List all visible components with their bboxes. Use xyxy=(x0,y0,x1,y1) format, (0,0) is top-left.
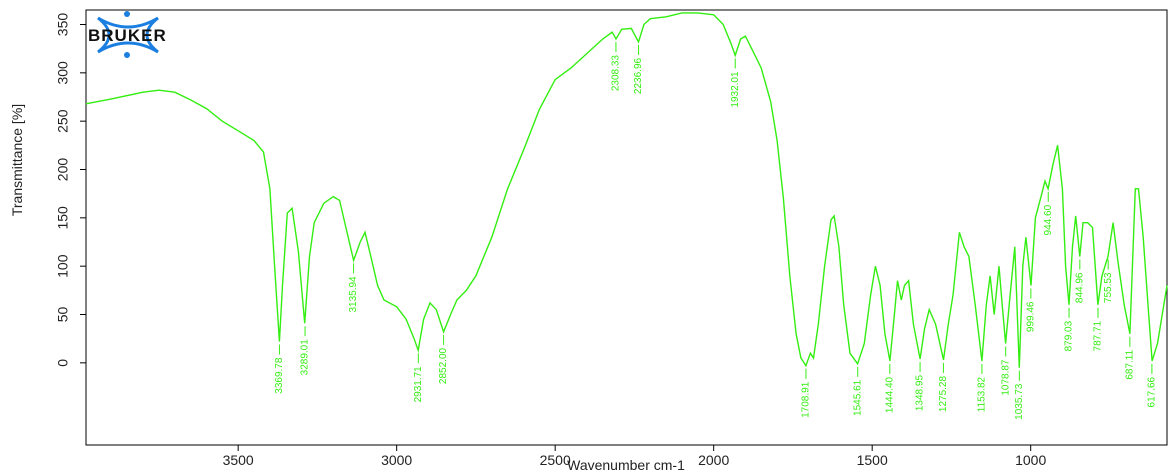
plot-frame xyxy=(85,9,1168,446)
bruker-logo-icon xyxy=(97,11,159,58)
peak-annotations: 3369.78 3289.01 3135.94 2931.71 2852.00 2308.… xyxy=(274,42,1158,420)
peak-annotation: 999.46 xyxy=(1025,288,1036,332)
peak-label: 844.96 xyxy=(1074,272,1085,303)
peak-annotation: 1348.95 xyxy=(915,361,926,412)
peak-label: 787.71 xyxy=(1093,320,1104,351)
peak-label: 755.53 xyxy=(1103,272,1114,303)
peak-label: 1932.01 xyxy=(730,71,741,108)
y-tick-label: 250 xyxy=(55,109,71,133)
peak-annotation: 755.53 xyxy=(1103,259,1114,303)
peak-annotation: 617.66 xyxy=(1147,363,1158,407)
peak-label: 3135.94 xyxy=(348,276,359,313)
peak-annotation: 1708.91 xyxy=(801,368,812,418)
peak-annotation: 2308.33 xyxy=(611,42,622,91)
peak-annotation: 1078.87 xyxy=(1000,346,1011,396)
peak-label: 1275.28 xyxy=(938,376,949,413)
peak-label: 2308.33 xyxy=(611,55,622,92)
peak-annotation: 1932.01 xyxy=(730,58,741,108)
x-tick-label: 1500 xyxy=(857,452,888,468)
y-tick-label: 300 xyxy=(55,61,71,85)
spectrum-line xyxy=(85,12,1168,368)
peak-annotation: 687.11 xyxy=(1125,336,1136,380)
peak-label: 1153.82 xyxy=(977,376,988,412)
peak-label: 1708.91 xyxy=(801,381,812,418)
bruker-logo-text: BRUKER xyxy=(88,26,167,45)
peak-annotation: 1035.73 xyxy=(1014,370,1025,420)
x-axis: 3500 3000 2500 2000 1500 1000 xyxy=(223,445,1046,468)
peak-label: 999.46 xyxy=(1025,301,1036,332)
x-tick-label: 2500 xyxy=(540,452,571,468)
y-axis: 0 50 100 150 200 250 300 350 xyxy=(55,13,86,367)
peak-label: 944.60 xyxy=(1043,204,1054,235)
peak-label: 3289.01 xyxy=(300,339,311,376)
peak-label: 2236.96 xyxy=(633,57,644,94)
x-tick-label: 3500 xyxy=(223,452,254,468)
y-tick-label: 150 xyxy=(55,206,71,230)
peak-annotation: 2852.00 xyxy=(438,334,449,384)
peak-annotation: 2236.96 xyxy=(633,44,644,94)
x-tick-label: 1000 xyxy=(1015,452,1046,468)
x-tick-label: 2000 xyxy=(698,452,729,468)
peak-label: 1348.95 xyxy=(915,375,926,412)
peak-label: 1035.73 xyxy=(1014,383,1025,420)
peak-annotation: 844.96 xyxy=(1074,259,1085,303)
peak-annotation: 879.03 xyxy=(1064,307,1075,351)
y-tick-label: 100 xyxy=(55,254,71,278)
peak-label: 687.11 xyxy=(1125,349,1136,379)
y-tick-label: 200 xyxy=(55,158,71,182)
y-tick-label: 0 xyxy=(55,359,71,367)
bruker-logo: BRUKER xyxy=(88,11,167,58)
peak-annotation: 3289.01 xyxy=(300,326,311,375)
peak-annotation: 3369.78 xyxy=(274,344,285,394)
peak-annotation: 1444.40 xyxy=(884,363,895,413)
peak-label: 2931.71 xyxy=(413,366,424,403)
peak-annotation: 787.71 xyxy=(1093,307,1104,351)
peak-annotation: 1545.61 xyxy=(852,366,863,416)
peak-label: 1444.40 xyxy=(884,376,895,413)
peak-label: 617.66 xyxy=(1147,376,1158,407)
peak-annotation: 1275.28 xyxy=(938,362,949,413)
peak-label: 879.03 xyxy=(1064,320,1075,351)
x-tick-label: 3000 xyxy=(381,452,412,468)
y-axis-title: Transmittance [%] xyxy=(9,104,25,216)
x-axis-title: Wavenumber cm-1 xyxy=(567,457,685,473)
peak-annotation: 3135.94 xyxy=(348,263,359,313)
peak-annotation: 944.60 xyxy=(1043,191,1054,235)
peak-label: 1078.87 xyxy=(1000,359,1011,396)
y-tick-label: 50 xyxy=(55,307,71,323)
peak-annotation: 2931.71 xyxy=(413,353,424,402)
peak-label: 2852.00 xyxy=(438,347,449,384)
peak-annotation: 1153.82 xyxy=(977,363,988,412)
y-tick-label: 350 xyxy=(55,13,71,37)
peak-label: 3369.78 xyxy=(274,357,285,394)
peak-label: 1545.61 xyxy=(852,379,863,416)
